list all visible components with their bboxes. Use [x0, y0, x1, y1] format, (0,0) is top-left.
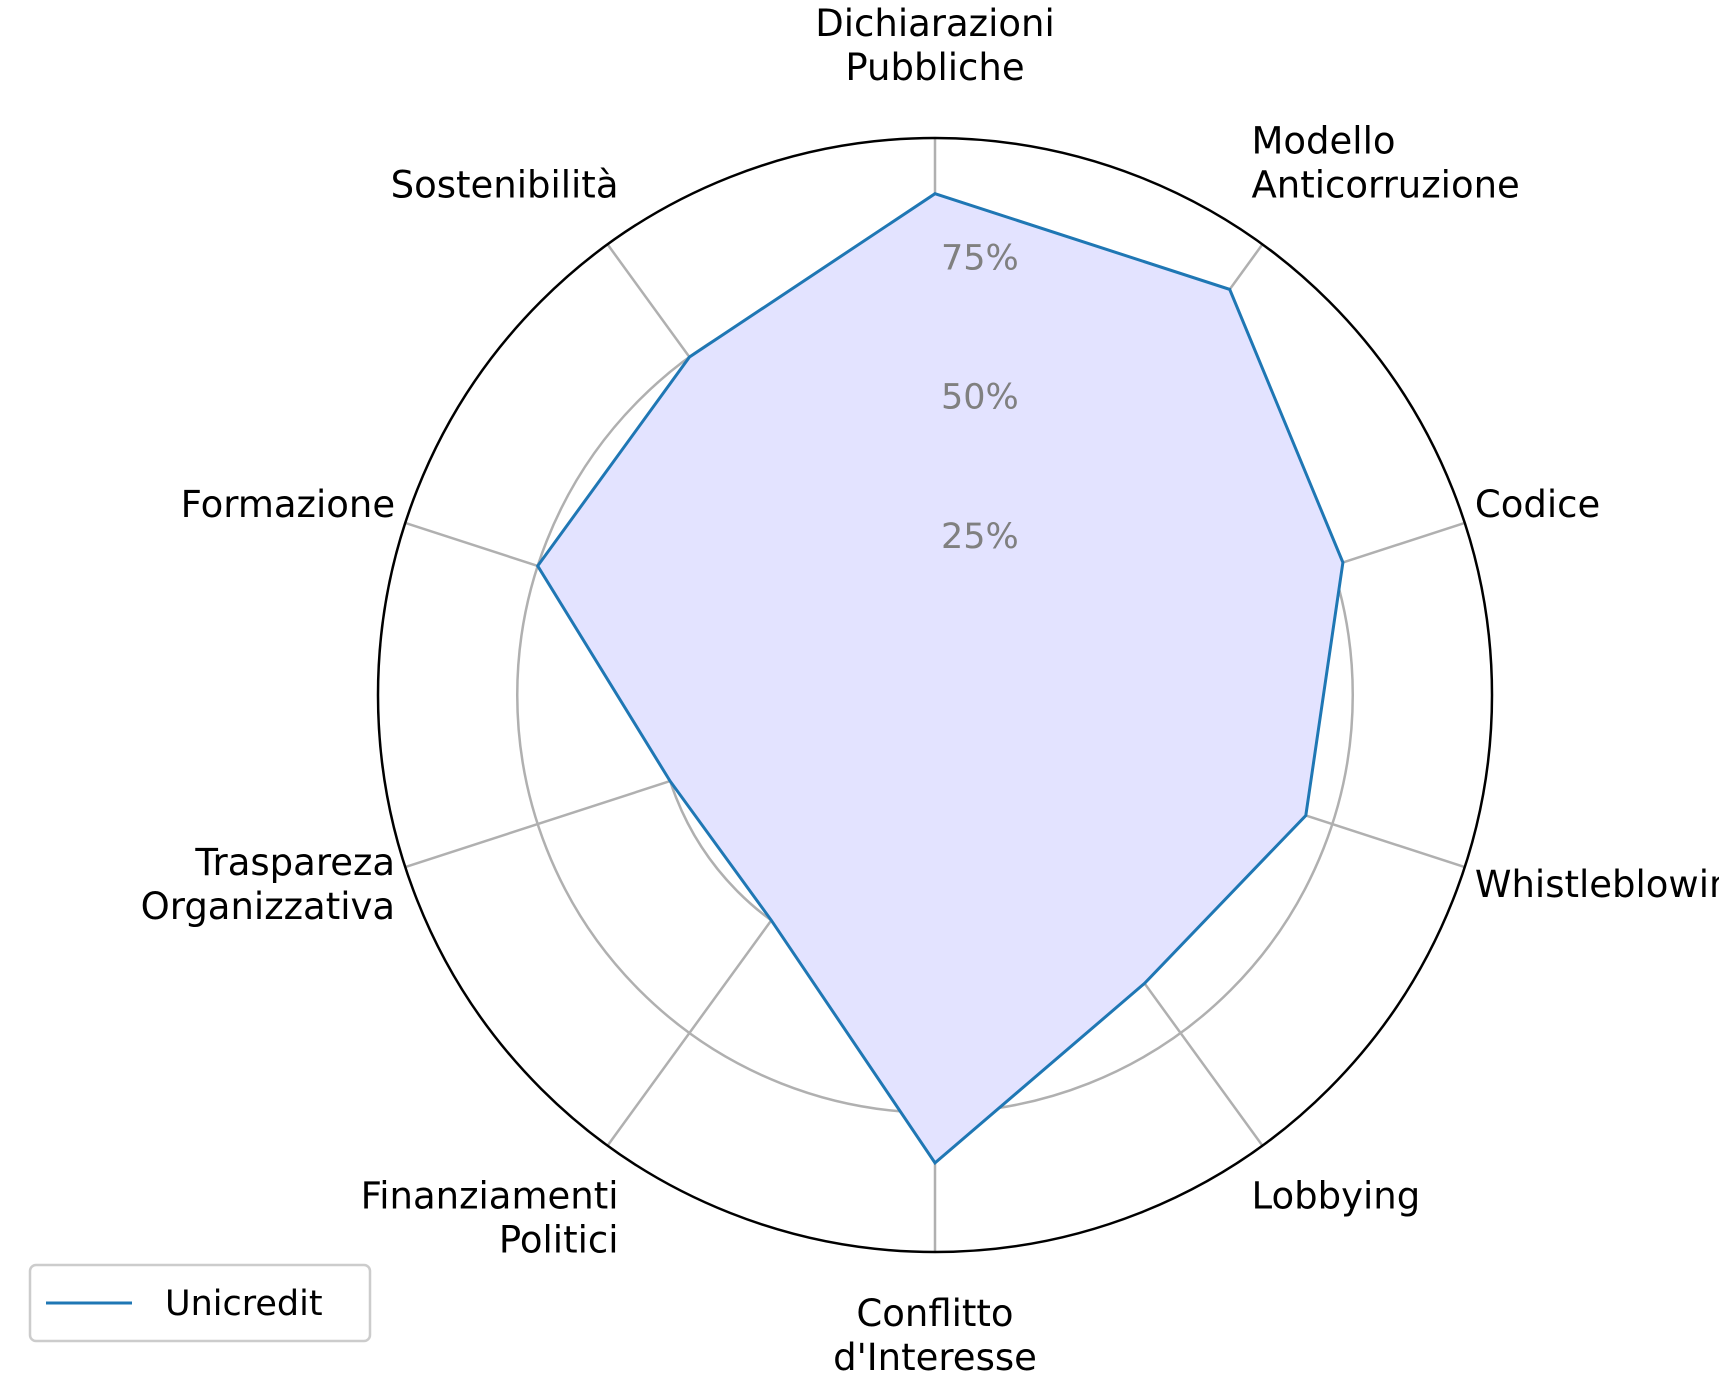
category-label-9: Sostenibilità — [391, 164, 619, 207]
radar-data — [535, 192, 1345, 1166]
category-label-4: Lobbying — [1252, 1175, 1421, 1218]
category-label-line: Traspareza — [194, 841, 395, 884]
category-label-line: Whistleblowing — [1475, 863, 1719, 906]
category-label-line: Finanziamenti — [361, 1175, 619, 1218]
category-label-6: Finanziamenti Politici — [361, 1175, 619, 1262]
radar-labels: 25% 50% 75% Dichiarazioni Pubbliche Modello An… — [141, 2, 1719, 1379]
legend-label-0: Unicredit — [165, 1284, 323, 1324]
legend-box — [28, 1263, 372, 1343]
category-label-5: Conflitto d'Interesse — [833, 1292, 1037, 1379]
series-fill-0 — [537, 193, 1343, 1163]
category-label-line: Dichiarazioni — [815, 2, 1054, 45]
category-label-line: Organizzativa — [141, 885, 395, 928]
category-label-line: Pubbliche — [845, 46, 1024, 89]
category-label-line: Sostenibilità — [391, 164, 619, 207]
category-label-line: Modello — [1252, 120, 1396, 163]
category-label-8: Formazione — [181, 483, 395, 526]
category-label-0: Dichiarazioni Pubbliche — [815, 2, 1054, 89]
radial-tick-label-1: 50% — [941, 378, 1019, 418]
category-label-line: Politici — [499, 1219, 619, 1262]
category-label-line: Codice — [1475, 483, 1600, 526]
category-label-1: Modello Anticorruzione — [1252, 120, 1520, 207]
radial-tick-label-2: 75% — [941, 238, 1019, 278]
category-label-line: Conflitto — [856, 1292, 1013, 1335]
category-label-line: Anticorruzione — [1252, 164, 1520, 207]
category-label-line: Formazione — [181, 483, 395, 526]
category-label-2: Codice — [1475, 483, 1600, 526]
legend: Unicredit — [28, 1263, 372, 1343]
category-label-7: Traspareza Organizzativa — [141, 841, 395, 928]
radial-tick-label-0: 25% — [941, 517, 1019, 557]
series-line-0 — [535, 192, 1345, 1166]
category-label-3: Whistleblowing — [1475, 863, 1719, 906]
outer-frame — [376, 136, 1494, 1254]
category-label-line: d'Interesse — [833, 1336, 1037, 1379]
category-label-line: Lobbying — [1252, 1175, 1421, 1218]
